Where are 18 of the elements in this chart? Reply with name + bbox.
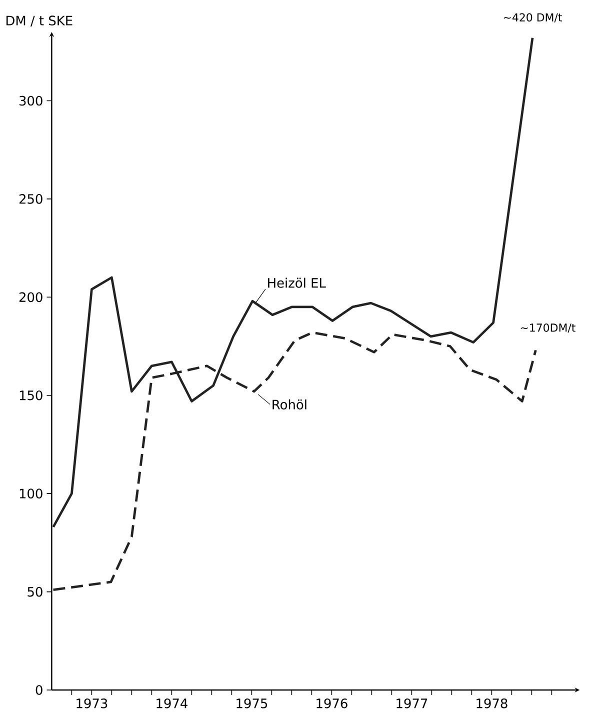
x-tick-label: 1973 [76, 698, 108, 708]
x-tick-label: 1975 [236, 698, 268, 708]
y-axis-title: DM / t SKE [6, 16, 72, 26]
y-tick-label: 50 [28, 586, 42, 597]
y-tick-label: 300 [19, 96, 42, 106]
series-label: Heizöl EL [268, 278, 326, 288]
y-tick-label: 100 [20, 488, 42, 498]
y-tick-label: 250 [19, 194, 42, 204]
x-tick-label: 1978 [476, 698, 508, 708]
annotation: ~420 DM/t [504, 13, 562, 22]
annotation: ~170DM/t [520, 324, 576, 333]
y-tick-label: 200 [19, 292, 42, 302]
series-label: Rohöl [272, 399, 306, 410]
y-tick-label: 0 [36, 685, 42, 695]
x-tick-label: 1974 [156, 698, 188, 708]
x-tick-label: 1977 [396, 698, 428, 708]
x-tick-label: 1976 [316, 698, 348, 708]
y-tick-label: 150 [20, 390, 42, 400]
